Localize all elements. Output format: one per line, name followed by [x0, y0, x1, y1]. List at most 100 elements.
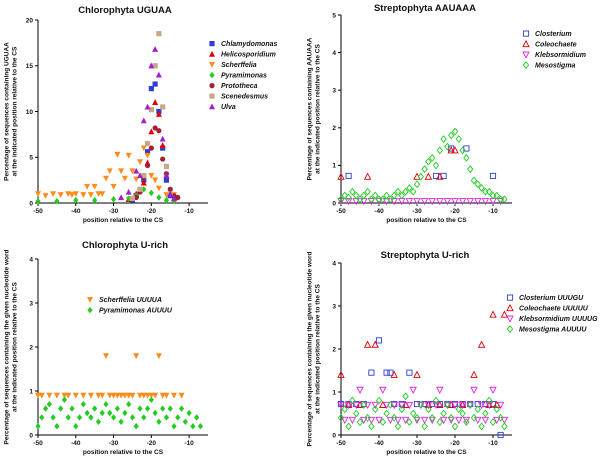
data-point — [398, 191, 405, 200]
data-point — [360, 416, 368, 425]
data-point — [137, 405, 143, 412]
legend-label: Helicosporidium — [221, 52, 276, 59]
data-point — [186, 409, 192, 417]
data-point — [420, 416, 429, 425]
legend-marker — [506, 303, 514, 312]
legend-marker — [209, 41, 215, 47]
data-point — [152, 125, 158, 131]
data-point — [386, 416, 395, 425]
data-point — [424, 172, 433, 180]
data-point — [391, 191, 398, 200]
data-point — [387, 195, 394, 204]
legend: Scherffelia UUUUA Pyramimonas AUUUU — [87, 297, 173, 315]
y-tick-label: 2 — [29, 344, 33, 351]
data-point — [163, 197, 170, 204]
data-point — [486, 396, 493, 405]
x-tick-label: -40 — [71, 440, 81, 447]
y-tick-label: 0 — [332, 432, 336, 439]
data-point — [344, 198, 353, 206]
legend-label: Klebsormidium — [535, 52, 586, 59]
data-point — [470, 386, 478, 395]
data-point — [500, 310, 509, 318]
data-point — [349, 187, 356, 196]
data-point — [432, 161, 440, 170]
data-point — [478, 422, 485, 431]
data-point — [474, 416, 482, 425]
y-axis-label-line: Percentage of sequences containing AAUAA… — [307, 37, 314, 180]
data-point — [353, 409, 360, 418]
data-point — [337, 413, 345, 422]
panel-p3: Chlorophyta U-rich 0 1 2 3 4 -50 -40 -30 -20 -10 po… — [4, 240, 208, 456]
data-point — [474, 405, 481, 414]
data-point — [421, 165, 428, 174]
data-point — [141, 172, 147, 179]
legend-label: Klebsormidium UUUUG — [519, 316, 598, 323]
data-point — [436, 418, 443, 427]
y-tick-label: 0 — [29, 200, 33, 207]
data-point — [152, 409, 158, 417]
data-point — [444, 400, 451, 409]
data-point — [474, 198, 482, 206]
x-tick-label: -20 — [147, 208, 157, 215]
data-point — [80, 192, 87, 198]
data-point — [413, 400, 421, 408]
data-point — [144, 149, 151, 155]
data-point — [394, 422, 402, 431]
data-point — [372, 405, 379, 414]
data-point — [344, 401, 353, 410]
data-point — [375, 416, 383, 425]
data-point — [197, 423, 204, 430]
data-point — [429, 413, 436, 422]
data-point — [163, 163, 170, 169]
data-point — [84, 183, 91, 190]
data-point — [341, 191, 348, 200]
y-axis-label-line: at the indicated position relative to th… — [12, 282, 19, 412]
data-point — [367, 198, 376, 206]
legend-marker — [209, 103, 215, 110]
data-point — [410, 409, 417, 418]
data-point — [428, 198, 436, 206]
data-point — [118, 194, 125, 201]
data-point — [155, 71, 162, 78]
data-point — [144, 392, 151, 399]
chart-title: Streptophyta U-rich — [381, 250, 470, 261]
data-point — [352, 401, 360, 410]
data-point — [467, 400, 474, 409]
data-point — [363, 340, 372, 348]
data-point — [341, 405, 348, 414]
data-point — [118, 168, 125, 175]
data-point — [485, 401, 493, 410]
data-point — [360, 400, 367, 409]
data-point — [125, 152, 132, 159]
x-tick-label: -30 — [109, 440, 119, 447]
data-point — [133, 353, 140, 359]
data-point — [91, 183, 98, 190]
data-point — [72, 191, 79, 198]
data-point — [439, 416, 448, 425]
data-point — [144, 140, 151, 147]
data-point — [156, 128, 162, 134]
data-point — [175, 414, 181, 421]
data-point — [443, 198, 452, 206]
series-6 — [118, 46, 177, 202]
y-tick-label: 1 — [332, 389, 336, 396]
data-point — [375, 396, 383, 405]
data-point — [140, 179, 147, 186]
legend-marker — [506, 325, 514, 334]
data-point — [493, 191, 500, 200]
data-point — [144, 405, 151, 412]
data-point — [489, 191, 497, 200]
x-tick-label: -50 — [33, 440, 43, 447]
data-point — [345, 422, 352, 431]
data-point — [477, 340, 486, 348]
data-point — [364, 413, 371, 422]
data-point — [428, 416, 436, 425]
legend-marker — [506, 315, 514, 323]
data-point — [156, 418, 162, 425]
data-point — [383, 191, 390, 200]
chart-title: Streptophyta AAUAAA — [374, 3, 476, 14]
data-point — [458, 401, 467, 410]
data-point — [144, 162, 151, 169]
data-point — [436, 146, 443, 155]
data-point — [137, 172, 143, 179]
